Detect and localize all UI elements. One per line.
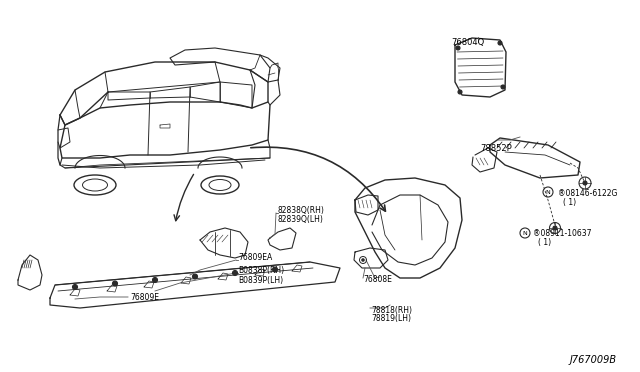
Text: 76809EA: 76809EA xyxy=(238,253,272,263)
Circle shape xyxy=(232,270,237,276)
Text: ®08146-6122G: ®08146-6122G xyxy=(558,189,618,198)
Text: N: N xyxy=(523,231,527,235)
Circle shape xyxy=(273,267,278,272)
Text: 76809E: 76809E xyxy=(130,294,159,302)
Text: N: N xyxy=(546,189,550,195)
Text: 78819(LH): 78819(LH) xyxy=(371,314,411,324)
Circle shape xyxy=(501,85,505,89)
Text: ( 1): ( 1) xyxy=(538,237,551,247)
Text: B0838P(RH): B0838P(RH) xyxy=(238,266,284,276)
Circle shape xyxy=(498,41,502,45)
Circle shape xyxy=(193,274,198,279)
Text: ®08911-10637: ®08911-10637 xyxy=(533,228,591,237)
Text: 78818(RH): 78818(RH) xyxy=(371,305,412,314)
Circle shape xyxy=(553,226,557,230)
Text: 78852P: 78852P xyxy=(480,144,512,153)
Circle shape xyxy=(113,281,118,286)
Text: J767009B: J767009B xyxy=(570,355,617,365)
Text: B0839P(LH): B0839P(LH) xyxy=(238,276,283,285)
Text: 82838Q(RH): 82838Q(RH) xyxy=(278,205,325,215)
Circle shape xyxy=(583,181,587,185)
Circle shape xyxy=(456,46,460,50)
Text: ( 1): ( 1) xyxy=(563,198,576,206)
Text: 76804Q: 76804Q xyxy=(451,38,484,46)
Circle shape xyxy=(152,278,157,282)
Text: 82839Q(LH): 82839Q(LH) xyxy=(278,215,324,224)
Circle shape xyxy=(362,259,364,261)
Circle shape xyxy=(458,90,462,94)
Circle shape xyxy=(72,285,77,289)
Text: 76808E: 76808E xyxy=(363,276,392,285)
